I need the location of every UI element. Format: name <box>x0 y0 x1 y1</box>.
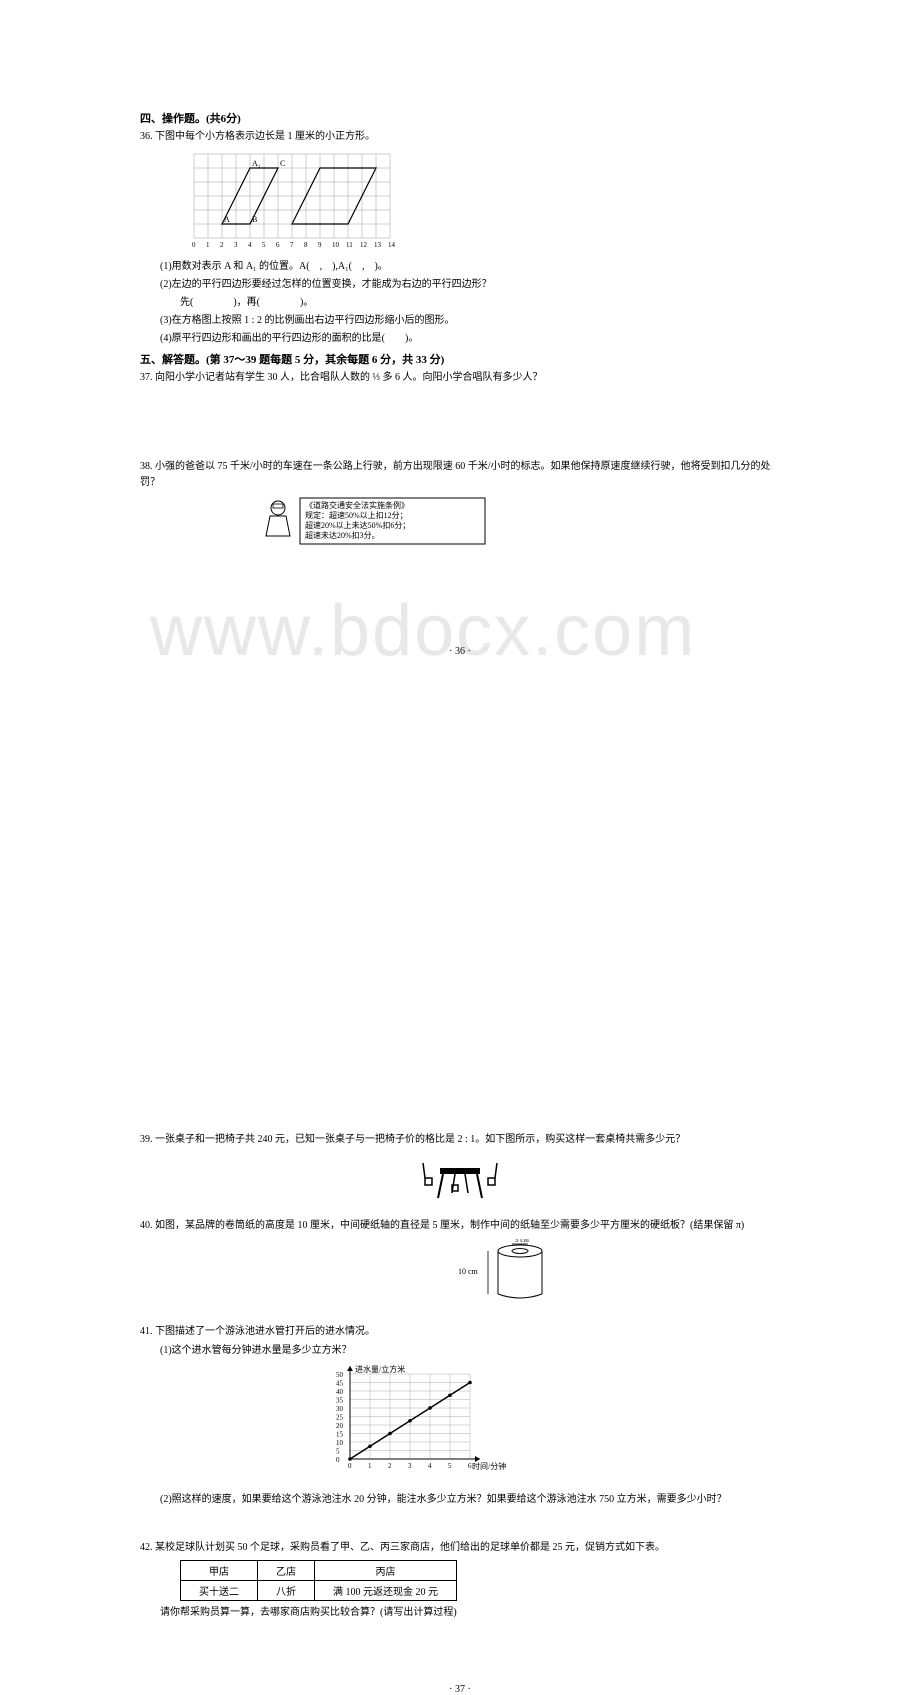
q36-grid-figure: 01234567891011121314ABCA₁ <box>180 148 780 253</box>
page-1: 四、操作题。(共6分) 36. 下图中每个小方格表示边长是 1 厘米的小正方形。… <box>140 110 780 657</box>
q42-stem: 42. 某校足球队计划买 50 个足球，采购员看了甲、乙、丙三家商店，他们给出的… <box>140 1540 780 1556</box>
page-num-1: · 36 · <box>140 646 780 657</box>
svg-text:25: 25 <box>336 1414 344 1422</box>
svg-text:1: 1 <box>368 1462 372 1470</box>
cylinder-svg: 5 cm 10 cm <box>440 1239 580 1309</box>
q41-sub1: (1)这个进水管每分钟进水量是多少立方米？ <box>160 1343 780 1359</box>
q37: 37. 向阳小学小记者站有学生 30 人，比合唱队人数的 ⅓ 多 6 人。向阳小… <box>140 370 780 386</box>
svg-text:4: 4 <box>428 1462 432 1470</box>
section4-title: 四、操作题。(共6分) <box>140 110 780 126</box>
svg-text:规定：超速50%以上扣12分；: 规定：超速50%以上扣12分； <box>305 510 408 520</box>
svg-text:超速20%以上未达50%扣6分；: 超速20%以上未达50%扣6分； <box>305 520 410 530</box>
svg-text:8: 8 <box>304 241 308 248</box>
svg-text:0: 0 <box>192 241 196 248</box>
page-num-2: · 37 · <box>140 1684 780 1695</box>
svg-text:B: B <box>252 215 257 224</box>
table-row: 买十送二 八折 满 100 元返还现金 20 元 <box>181 1581 457 1601</box>
svg-text:7: 7 <box>290 241 294 248</box>
svg-text:11: 11 <box>346 241 353 248</box>
svg-text:13: 13 <box>374 241 382 248</box>
q42-table: 甲店 乙店 丙店 买十送二 八折 满 100 元返还现金 20 元 <box>180 1560 457 1601</box>
svg-text:超速未达20%扣3分。: 超速未达20%扣3分。 <box>305 530 380 540</box>
table-chairs-svg <box>410 1153 510 1208</box>
svg-text:30: 30 <box>336 1405 344 1413</box>
q36-sub2-line2: 先( )，再( )。 <box>180 295 780 311</box>
svg-text:9: 9 <box>318 241 322 248</box>
q41-stem: 41. 下图描述了一个游泳池进水管打开后的进水情况。 <box>140 1324 780 1340</box>
svg-text:10: 10 <box>332 241 340 248</box>
q38-box: 《道路交通安全法实施条例》 规定：超速50%以上扣12分； 超速20%以上未达5… <box>260 496 780 551</box>
th-jia: 甲店 <box>181 1561 258 1581</box>
svg-text:《道路交通安全法实施条例》: 《道路交通安全法实施条例》 <box>305 500 409 510</box>
svg-text:5: 5 <box>262 241 266 248</box>
svg-text:35: 35 <box>336 1397 344 1405</box>
th-yi: 乙店 <box>258 1561 315 1581</box>
svg-text:15: 15 <box>336 1431 344 1439</box>
page-2: 39. 一张桌子和一把椅子共 240 元，已知一张桌子与一把椅子价的格比是 2 … <box>140 1132 780 1695</box>
q40-figure: 5 cm 10 cm <box>240 1239 780 1314</box>
svg-text:40: 40 <box>336 1388 344 1396</box>
svg-text:10: 10 <box>336 1439 344 1447</box>
section5-title: 五、解答题。(第 37～39 题每题 5 分，其余每题 6 分，共 33 分) <box>140 351 780 367</box>
td-yi: 八折 <box>258 1581 315 1601</box>
grid-svg: 01234567891011121314ABCA₁ <box>180 148 410 248</box>
q39-figure <box>140 1153 780 1213</box>
svg-text:C: C <box>280 159 285 168</box>
svg-text:5: 5 <box>448 1462 452 1470</box>
td-bing: 满 100 元返还现金 20 元 <box>315 1581 457 1601</box>
q41-sub2: (2)照这样的速度，如果要给这个游泳池注水 20 分钟，能注水多少立方米？如果要… <box>160 1492 780 1508</box>
svg-text:A: A <box>224 215 230 224</box>
svg-text:10 cm: 10 cm <box>458 1267 479 1276</box>
svg-text:1: 1 <box>206 241 210 248</box>
svg-text:5: 5 <box>336 1448 340 1456</box>
td-jia: 买十送二 <box>181 1581 258 1601</box>
svg-text:3: 3 <box>408 1462 412 1470</box>
svg-text:2: 2 <box>220 241 224 248</box>
q36-sub2: (2)左边的平行四边形要经过怎样的位置变换，才能成为右边的平行四边形？ <box>160 277 780 293</box>
svg-text:20: 20 <box>336 1422 344 1430</box>
svg-text:12: 12 <box>360 241 368 248</box>
svg-text:3: 3 <box>234 241 238 248</box>
svg-text:A₁: A₁ <box>252 159 261 168</box>
q41-chart: 012345605101520253035404550进水量/立方米时间/分钟 <box>320 1364 780 1484</box>
svg-text:50: 50 <box>336 1371 344 1379</box>
q40-stem: 40. 如图，某品牌的卷筒纸的高度是 10 厘米，中间硬纸轴的直径是 5 厘米，… <box>140 1218 780 1234</box>
svg-text:2: 2 <box>388 1462 392 1470</box>
q39-stem: 39. 一张桌子和一把椅子共 240 元，已知一张桌子与一把椅子价的格比是 2 … <box>140 1132 780 1148</box>
traffic-svg: 《道路交通安全法实施条例》 规定：超速50%以上扣12分； 超速20%以上未达5… <box>260 496 490 546</box>
line-chart-svg: 012345605101520253035404550进水量/立方米时间/分钟 <box>320 1364 520 1479</box>
q36-stem: 36. 下图中每个小方格表示边长是 1 厘米的小正方形。 <box>140 129 780 145</box>
table-row: 甲店 乙店 丙店 <box>181 1561 457 1581</box>
svg-text:时间/分钟: 时间/分钟 <box>472 1461 506 1471</box>
q36-sub1: (1)用数对表示 A 和 A₁ 的位置。A( , ),A₁( , )。 <box>160 259 780 275</box>
th-bing: 丙店 <box>315 1561 457 1581</box>
svg-text:0: 0 <box>336 1456 340 1464</box>
svg-text:6: 6 <box>276 241 280 248</box>
svg-text:5 cm: 5 cm <box>515 1239 529 1244</box>
svg-text:4: 4 <box>248 241 252 248</box>
svg-text:45: 45 <box>336 1380 344 1388</box>
q42-tail: 请你帮采购员算一算，去哪家商店购买比较合算？(请写出计算过程) <box>160 1605 780 1621</box>
svg-text:0: 0 <box>348 1462 352 1470</box>
svg-text:进水量/立方米: 进水量/立方米 <box>355 1364 405 1374</box>
svg-text:14: 14 <box>388 241 396 248</box>
q36-sub3: (3)在方格图上按照 1 : 2 的比例画出右边平行四边形缩小后的图形。 <box>160 313 780 329</box>
q36-sub4: (4)原平行四边形和画出的平行四边形的面积的比是( )。 <box>160 331 780 347</box>
q38-stem: 38. 小强的爸爸以 75 千米/小时的车速在一条公路上行驶，前方出现限速 60… <box>140 459 780 491</box>
